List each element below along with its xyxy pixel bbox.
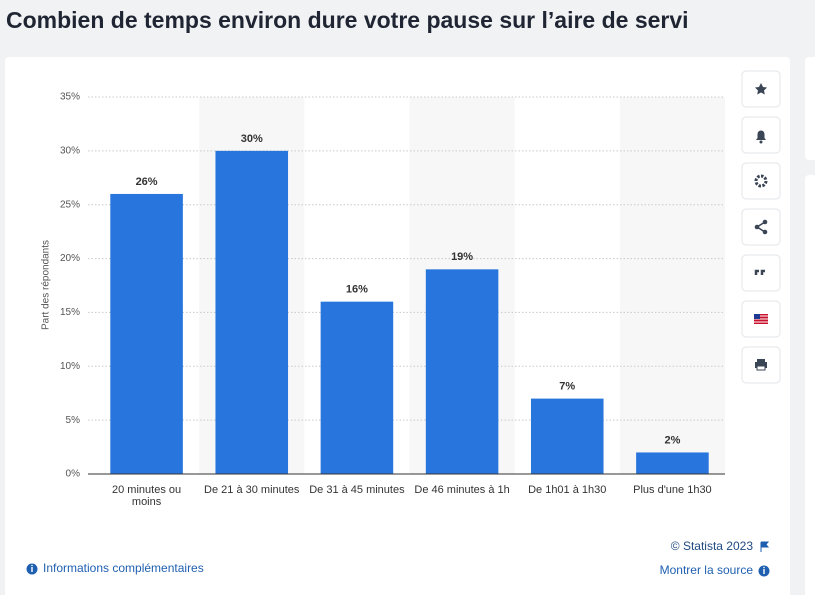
cite-button[interactable] [741, 254, 781, 292]
value-label: 19% [451, 251, 473, 263]
favorite-button[interactable] [741, 70, 781, 108]
y-tick-label: 20% [60, 253, 80, 264]
x-tick-label: 20 minutes ou moins [112, 484, 182, 508]
value-label: 26% [136, 176, 158, 188]
info-link[interactable]: Informations complémentaires [26, 561, 204, 575]
value-label: 7% [559, 381, 575, 393]
x-tick-label-box: 20 minutes ou moins [112, 484, 182, 508]
y-tick-label: 35% [60, 92, 80, 103]
x-tick-label: De 46 minutes à 1h [414, 484, 510, 496]
band-shade [619, 97, 725, 474]
y-tick-label: 25% [60, 199, 80, 210]
y-tick-label: 10% [60, 361, 80, 372]
value-label: 30% [241, 133, 263, 145]
toolbar [741, 70, 781, 384]
x-tick-label-box: De 21 à 30 minutes [204, 484, 300, 496]
flag-icon [760, 541, 770, 552]
value-label: 16% [346, 284, 368, 296]
x-tick-label: De 21 à 30 minutes [204, 484, 300, 496]
source-link[interactable]: Montrer la source [660, 563, 770, 577]
side-panel [805, 175, 815, 595]
side-panel [805, 57, 815, 160]
y-axis-label: Part des répondants [41, 240, 52, 330]
y-tick-label: 5% [66, 415, 81, 426]
copyright: © Statista 2023 [671, 539, 754, 553]
y-tick-label: 15% [60, 307, 80, 318]
bar [215, 150, 289, 474]
bar [320, 301, 394, 474]
share-button[interactable] [741, 208, 781, 246]
source-text[interactable]: Montrer la source [660, 563, 754, 577]
y-tick-label: 0% [66, 469, 81, 480]
x-tick-label: Plus d'une 1h30 [633, 484, 712, 496]
x-tick-label-box: Plus d'une 1h30 [633, 484, 712, 496]
bar [425, 269, 499, 474]
page-title: Combien de temps environ dure votre paus… [6, 7, 689, 33]
bar [110, 193, 183, 474]
bar [530, 398, 604, 474]
notify-button[interactable] [741, 116, 781, 154]
x-tick-label: De 31 à 45 minutes [309, 484, 405, 496]
x-tick-label: De 1h01 à 1h30 [528, 484, 607, 496]
print-button[interactable] [741, 346, 781, 384]
settings-button[interactable] [741, 162, 781, 200]
bar [636, 452, 709, 474]
x-tick-label-box: De 31 à 45 minutes [309, 484, 405, 496]
value-label: 2% [664, 434, 680, 446]
y-tick-label: 30% [60, 145, 80, 156]
language-button[interactable] [741, 300, 781, 338]
x-tick-label-box: De 1h01 à 1h30 [528, 484, 607, 496]
x-tick-label-box: De 46 minutes à 1h [414, 484, 510, 496]
info-text[interactable]: Informations complémentaires [43, 561, 204, 575]
plot: 0% 5% 10% 15% 20% 25% 30% 35% 26% 20 minutes ou m… [60, 92, 725, 508]
